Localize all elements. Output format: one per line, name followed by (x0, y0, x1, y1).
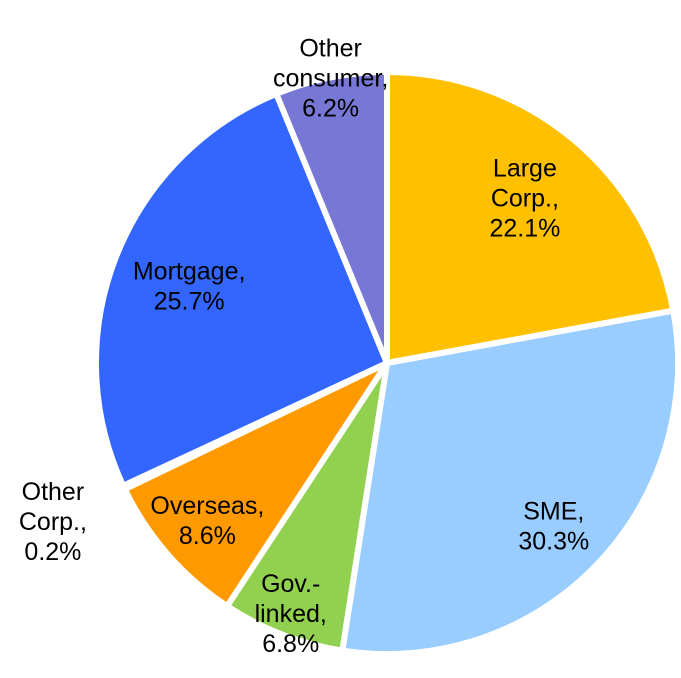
label-name: consumer, (273, 65, 388, 93)
data-label: Gov.-linked, 6.8% (255, 570, 327, 658)
label-name: Large (493, 155, 557, 183)
data-label: Other consumer, 6.2% (273, 35, 388, 123)
pie-slice (121, 360, 390, 610)
label-name: Other (299, 35, 362, 63)
label-name: Corp., (19, 508, 87, 536)
label-value: 6.8% (262, 630, 319, 658)
data-label: SME, 30.3% (518, 497, 589, 555)
pie-slice (384, 69, 677, 366)
pie-slice (339, 307, 681, 657)
label-name: linked, (255, 600, 327, 628)
data-label: Large Corp., 22.1% (489, 155, 560, 243)
label-value: 0.2% (24, 538, 81, 566)
label-name: Mortgage, (133, 258, 246, 286)
label-name: Other (22, 478, 85, 506)
data-label: Mortgage, 25.7% (133, 258, 246, 316)
pie-slice (273, 69, 390, 366)
label-value: 6.2% (302, 95, 359, 123)
label-name: Overseas, (150, 492, 264, 520)
data-label: Other Corp., 0.2% (19, 478, 87, 566)
label-name: SME, (523, 497, 584, 525)
label-name: Corp., (491, 185, 559, 213)
label-value: 30.3% (518, 527, 589, 555)
label-value: 25.7% (154, 288, 225, 316)
label-value: 8.6% (179, 522, 236, 550)
label-name: Gov.- (261, 570, 320, 598)
data-label: Overseas, 8.6% (150, 492, 264, 550)
label-value: 22.1% (489, 215, 560, 243)
